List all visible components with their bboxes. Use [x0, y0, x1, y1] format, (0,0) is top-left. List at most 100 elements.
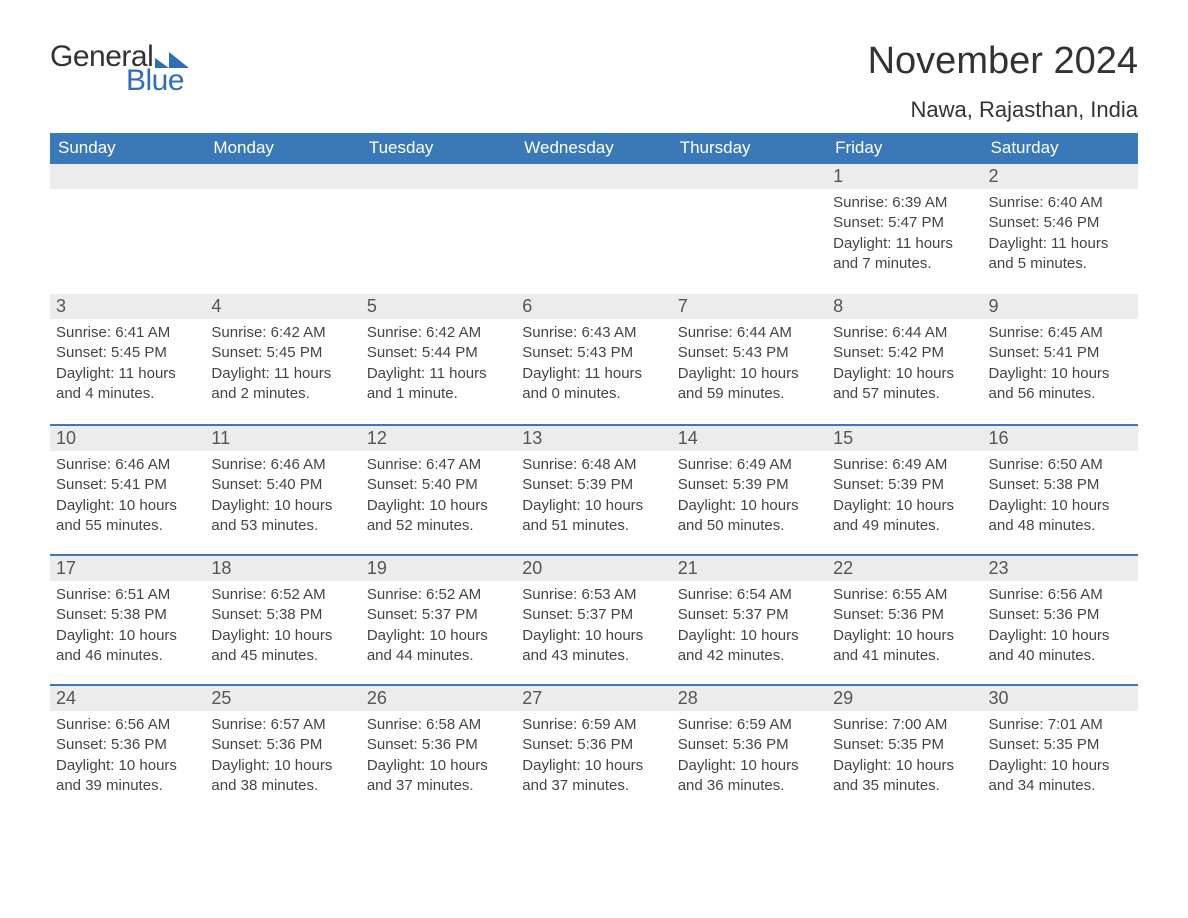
day-body: Sunrise: 6:46 AMSunset: 5:41 PMDaylight:…: [50, 451, 205, 542]
day-number: 17: [50, 554, 205, 581]
daylight-text: Daylight: 10 hours and 43 minutes.: [522, 626, 665, 667]
day-body: Sunrise: 6:51 AMSunset: 5:38 PMDaylight:…: [50, 581, 205, 672]
sunrise-text: Sunrise: 7:00 AM: [833, 715, 976, 735]
sunrise-text: Sunrise: 6:46 AM: [56, 455, 199, 475]
daylight-text: Daylight: 10 hours and 34 minutes.: [989, 756, 1132, 797]
daylight-text: Daylight: 11 hours and 2 minutes.: [211, 364, 354, 405]
sunrise-text: Sunrise: 6:59 AM: [678, 715, 821, 735]
day-number: 20: [516, 554, 671, 581]
day-cell: 3Sunrise: 6:41 AMSunset: 5:45 PMDaylight…: [50, 294, 205, 424]
day-cell: 11 Sunrise: 6:46 AMSunset: 5:40 PMDayligh…: [205, 424, 360, 554]
sunset-text: Sunset: 5:38 PM: [989, 475, 1132, 495]
day-body: Sunrise: 6:54 AMSunset: 5:37 PMDaylight:…: [672, 581, 827, 672]
day-cell: 2Sunrise: 6:40 AMSunset: 5:46 PMDaylight…: [983, 164, 1138, 294]
day-body: Sunrise: 7:01 AMSunset: 5:35 PMDaylight:…: [983, 711, 1138, 802]
day-body: Sunrise: 6:52 AMSunset: 5:37 PMDaylight:…: [361, 581, 516, 672]
day-number: 12: [361, 424, 516, 451]
sunset-text: Sunset: 5:39 PM: [678, 475, 821, 495]
day-of-week-header: Tuesday: [361, 133, 516, 164]
daylight-text: Daylight: 10 hours and 50 minutes.: [678, 496, 821, 537]
day-number: 5: [361, 294, 516, 319]
daylight-text: Daylight: 11 hours and 5 minutes.: [989, 234, 1132, 275]
sunrise-text: Sunrise: 6:48 AM: [522, 455, 665, 475]
day-cell: 29Sunrise: 7:00 AMSunset: 5:35 PMDayligh…: [827, 684, 982, 814]
day-number: [205, 164, 360, 189]
sunset-text: Sunset: 5:45 PM: [211, 343, 354, 363]
day-number: 1: [827, 164, 982, 189]
day-body: Sunrise: 6:59 AMSunset: 5:36 PMDaylight:…: [672, 711, 827, 802]
day-body: Sunrise: 6:49 AMSunset: 5:39 PMDaylight:…: [672, 451, 827, 542]
daylight-text: Daylight: 10 hours and 38 minutes.: [211, 756, 354, 797]
header: General Blue November 2024 Nawa, Rajasth…: [50, 40, 1138, 123]
sunrise-text: Sunrise: 6:47 AM: [367, 455, 510, 475]
sunset-text: Sunset: 5:35 PM: [989, 735, 1132, 755]
sunrise-text: Sunrise: 6:54 AM: [678, 585, 821, 605]
day-cell: [50, 164, 205, 294]
daylight-text: Daylight: 10 hours and 53 minutes.: [211, 496, 354, 537]
day-body: Sunrise: 6:39 AMSunset: 5:47 PMDaylight:…: [827, 189, 982, 280]
daylight-text: Daylight: 10 hours and 35 minutes.: [833, 756, 976, 797]
day-cell: 30Sunrise: 7:01 AMSunset: 5:35 PMDayligh…: [983, 684, 1138, 814]
day-number: 29: [827, 684, 982, 711]
sunset-text: Sunset: 5:41 PM: [989, 343, 1132, 363]
sunset-text: Sunset: 5:41 PM: [56, 475, 199, 495]
day-cell: 7Sunrise: 6:44 AMSunset: 5:43 PMDaylight…: [672, 294, 827, 424]
sunrise-text: Sunrise: 6:44 AM: [678, 323, 821, 343]
day-number: 25: [205, 684, 360, 711]
daylight-text: Daylight: 10 hours and 49 minutes.: [833, 496, 976, 537]
day-cell: 27Sunrise: 6:59 AMSunset: 5:36 PMDayligh…: [516, 684, 671, 814]
day-cell: 5Sunrise: 6:42 AMSunset: 5:44 PMDaylight…: [361, 294, 516, 424]
sunset-text: Sunset: 5:36 PM: [989, 605, 1132, 625]
day-cell: 1Sunrise: 6:39 AMSunset: 5:47 PMDaylight…: [827, 164, 982, 294]
sunset-text: Sunset: 5:40 PM: [367, 475, 510, 495]
day-cell: [516, 164, 671, 294]
sunrise-text: Sunrise: 6:51 AM: [56, 585, 199, 605]
day-body: Sunrise: 6:42 AMSunset: 5:45 PMDaylight:…: [205, 319, 360, 410]
daylight-text: Daylight: 11 hours and 1 minute.: [367, 364, 510, 405]
day-number: [361, 164, 516, 189]
day-body: Sunrise: 6:56 AMSunset: 5:36 PMDaylight:…: [50, 711, 205, 802]
sunset-text: Sunset: 5:40 PM: [211, 475, 354, 495]
sunrise-text: Sunrise: 6:44 AM: [833, 323, 976, 343]
sunrise-text: Sunrise: 6:42 AM: [211, 323, 354, 343]
day-number: 21: [672, 554, 827, 581]
daylight-text: Daylight: 10 hours and 56 minutes.: [989, 364, 1132, 405]
day-body: Sunrise: 6:53 AMSunset: 5:37 PMDaylight:…: [516, 581, 671, 672]
sunrise-text: Sunrise: 6:52 AM: [367, 585, 510, 605]
day-body: Sunrise: 6:56 AMSunset: 5:36 PMDaylight:…: [983, 581, 1138, 672]
day-of-week-header: Saturday: [983, 133, 1138, 164]
day-number: 15: [827, 424, 982, 451]
sunrise-text: Sunrise: 6:56 AM: [56, 715, 199, 735]
daylight-text: Daylight: 10 hours and 36 minutes.: [678, 756, 821, 797]
title-block: November 2024 Nawa, Rajasthan, India: [868, 40, 1138, 123]
sunset-text: Sunset: 5:36 PM: [678, 735, 821, 755]
week-row: 1Sunrise: 6:39 AMSunset: 5:47 PMDaylight…: [50, 164, 1138, 294]
day-number: 14: [672, 424, 827, 451]
sunset-text: Sunset: 5:39 PM: [522, 475, 665, 495]
month-title: November 2024: [868, 40, 1138, 83]
daylight-text: Daylight: 11 hours and 7 minutes.: [833, 234, 976, 275]
sunrise-text: Sunrise: 6:41 AM: [56, 323, 199, 343]
sunset-text: Sunset: 5:42 PM: [833, 343, 976, 363]
day-number: 23: [983, 554, 1138, 581]
week-row: 24Sunrise: 6:56 AMSunset: 5:36 PMDayligh…: [50, 684, 1138, 814]
day-number: 6: [516, 294, 671, 319]
day-of-week-row: SundayMondayTuesdayWednesdayThursdayFrid…: [50, 133, 1138, 164]
daylight-text: Daylight: 10 hours and 57 minutes.: [833, 364, 976, 405]
day-cell: 8Sunrise: 6:44 AMSunset: 5:42 PMDaylight…: [827, 294, 982, 424]
day-cell: 16Sunrise: 6:50 AMSunset: 5:38 PMDayligh…: [983, 424, 1138, 554]
day-of-week-header: Sunday: [50, 133, 205, 164]
sunrise-text: Sunrise: 6:53 AM: [522, 585, 665, 605]
day-body: Sunrise: 6:44 AMSunset: 5:43 PMDaylight:…: [672, 319, 827, 410]
sunrise-text: Sunrise: 6:46 AM: [211, 455, 354, 475]
sunset-text: Sunset: 5:36 PM: [211, 735, 354, 755]
day-number: 11: [205, 424, 360, 451]
sunrise-text: Sunrise: 6:58 AM: [367, 715, 510, 735]
location: Nawa, Rajasthan, India: [868, 97, 1138, 123]
day-body: Sunrise: 6:41 AMSunset: 5:45 PMDaylight:…: [50, 319, 205, 410]
day-cell: 19Sunrise: 6:52 AMSunset: 5:37 PMDayligh…: [361, 554, 516, 684]
day-number: 30: [983, 684, 1138, 711]
day-body: Sunrise: 7:00 AMSunset: 5:35 PMDaylight:…: [827, 711, 982, 802]
sunrise-text: Sunrise: 7:01 AM: [989, 715, 1132, 735]
sunset-text: Sunset: 5:45 PM: [56, 343, 199, 363]
